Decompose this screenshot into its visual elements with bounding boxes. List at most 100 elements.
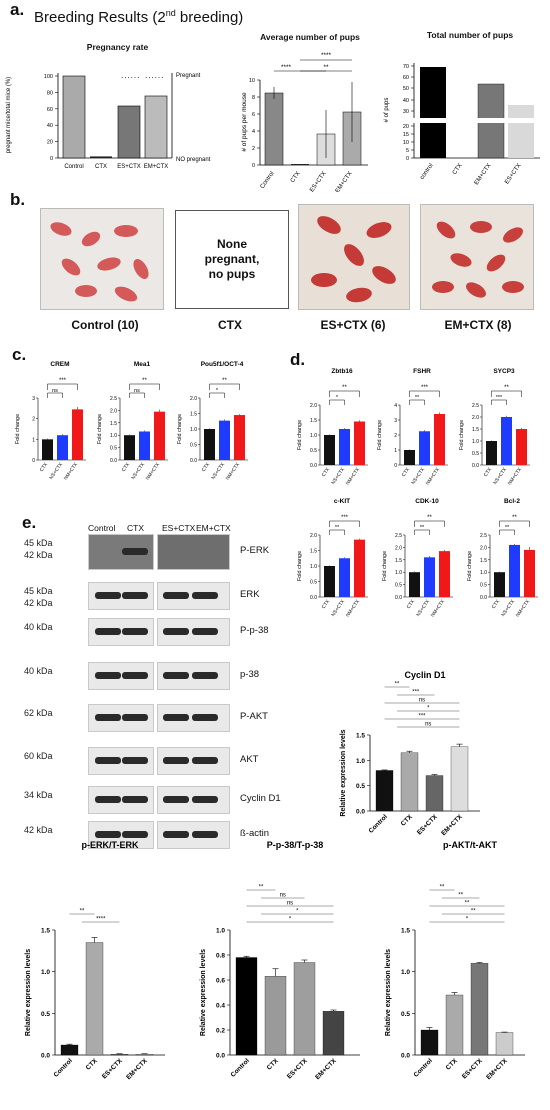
total-xlabel-em: EM+CTX bbox=[474, 163, 493, 185]
gene-sig-bracket-1 bbox=[329, 390, 360, 397]
total-bar-es bbox=[508, 105, 534, 158]
gene-sig-bracket-2 bbox=[329, 399, 345, 405]
gene-ylabel: Fold change bbox=[97, 414, 103, 444]
quant-ytick-label: 0.5 bbox=[401, 1011, 410, 1018]
pups-illustration-em bbox=[432, 221, 524, 298]
gene-ytick-label: 1.0 bbox=[480, 570, 487, 576]
gene-ytick-label: 1.5 bbox=[310, 418, 317, 424]
protein-band bbox=[95, 757, 121, 764]
quant-ytick-label: 1.0 bbox=[41, 969, 50, 976]
total-xlabel-control: control bbox=[419, 163, 434, 181]
gene-bar bbox=[486, 441, 497, 465]
quant-chart-title: p-AKT/t-AKT bbox=[443, 840, 497, 850]
gene-chart-title: Pou5f1/OCT-4 bbox=[201, 361, 244, 368]
gene-bar bbox=[339, 558, 350, 597]
quant-sig-label: ** bbox=[440, 885, 445, 891]
protein-band bbox=[95, 831, 121, 838]
gene-ytick-label: 0.5 bbox=[190, 443, 197, 449]
gene-ytick-label: 0.0 bbox=[480, 595, 487, 601]
blot-right-panel bbox=[157, 534, 230, 570]
protein-band bbox=[122, 757, 148, 764]
gene-bar bbox=[354, 539, 365, 597]
gene-bar bbox=[124, 435, 135, 460]
gene-chart-title: CDK-10 bbox=[415, 498, 439, 505]
gene-sig-bracket-2 bbox=[409, 399, 425, 405]
gene-chart-crem: CREM Fold change 0 1 2 3 CTX NS+CTX NM+CTX ***ns bbox=[15, 361, 86, 481]
pregnancy-ytick-label: 100 bbox=[44, 74, 53, 80]
gene-ylabel: Fold change bbox=[467, 551, 473, 581]
quant-bar bbox=[293, 962, 316, 1056]
quant-sig-label: ** bbox=[395, 682, 400, 688]
gene-ytick-label: 4 bbox=[394, 403, 397, 409]
quant-xlabel: Control bbox=[53, 1057, 74, 1078]
panel-a-letter: a. bbox=[10, 0, 25, 19]
gene-xlabel: CTX bbox=[321, 466, 332, 478]
panel-c-letter: c. bbox=[12, 345, 27, 364]
label-es-ctx: ES+CTX (6) bbox=[320, 318, 386, 332]
pups-ytick-label: 2 bbox=[252, 146, 255, 152]
gene-xlabel: NM+CTX bbox=[345, 598, 362, 618]
kda-marker: 42 kDa bbox=[24, 825, 53, 835]
quant-bar bbox=[85, 942, 104, 1056]
quant-sig-label: ** bbox=[458, 893, 463, 899]
gene-ylabel: Fold change bbox=[377, 420, 383, 450]
gene-bar bbox=[509, 544, 520, 597]
gene-bar bbox=[524, 549, 535, 597]
quant-xlabel: CTX bbox=[445, 1057, 460, 1072]
pups-illustration-control bbox=[50, 222, 149, 302]
pregnancy-ytick-label: 40 bbox=[47, 123, 53, 129]
gene-xlabel: NS+CTX bbox=[130, 461, 146, 481]
protein-band bbox=[122, 672, 148, 679]
gene-chart-title: Bcl-2 bbox=[504, 498, 520, 505]
quant-xlabel: Control bbox=[368, 813, 389, 834]
gene-xlabel: CTX bbox=[321, 598, 332, 610]
gene-sig-bracket-2 bbox=[491, 399, 507, 405]
gene-xlabel: NM+CTX bbox=[430, 598, 447, 618]
gene-xlabel: NS+CTX bbox=[330, 598, 346, 618]
pregnancy-ytick-label: 20 bbox=[47, 140, 53, 146]
pregnancy-right-top: Pregnant bbox=[176, 73, 201, 79]
gene-sig-bracket-1 bbox=[129, 383, 160, 390]
no-pups-line-3: no pups bbox=[208, 267, 256, 281]
gene-ytick-label: 2.0 bbox=[395, 545, 402, 551]
gene-bar bbox=[419, 431, 430, 465]
gene-bar bbox=[409, 572, 420, 597]
gene-chart-pou5f1-oct-4: Pou5f1/OCT-4 Fold change 0.0 0.5 1.0 1.5 2.0 CT… bbox=[177, 361, 248, 481]
gene-xlabel: CTX bbox=[401, 466, 412, 478]
gene-sig-label-1: ** bbox=[142, 378, 147, 384]
gene-bar bbox=[354, 421, 365, 465]
kda-marker: 62 kDa bbox=[24, 708, 53, 718]
quant-ytick-label: 0.0 bbox=[41, 1053, 50, 1060]
total-ytick-label: 5 bbox=[406, 148, 409, 154]
quant-chart-title: P-p-38/T-p-38 bbox=[267, 840, 324, 850]
pups-ytick-label: 10 bbox=[249, 78, 255, 84]
gene-ylabel: Fold change bbox=[459, 420, 465, 450]
quant-ytick-label: 0.0 bbox=[216, 1053, 225, 1060]
quant-bar bbox=[400, 752, 419, 812]
gene-xlabel: CTX bbox=[121, 461, 132, 473]
quant-xlabel: ES+CTX bbox=[461, 1057, 484, 1080]
gene-ytick-label: 1.5 bbox=[190, 412, 197, 418]
quant-ylabel: Relative expression levels bbox=[385, 949, 392, 1036]
gene-bar bbox=[234, 415, 245, 460]
gene-sig-label-2: * bbox=[336, 395, 339, 401]
gene-bar bbox=[42, 439, 53, 460]
protein-band bbox=[95, 628, 121, 635]
gene-ytick-label: 0.5 bbox=[395, 583, 402, 589]
total-bar-control bbox=[420, 67, 446, 158]
quant-ytick-label: 1.5 bbox=[401, 928, 410, 935]
protein-band bbox=[95, 796, 121, 803]
gene-ytick-label: 2.5 bbox=[480, 533, 487, 539]
protein-band bbox=[192, 796, 218, 803]
gene-sig-label-2: * bbox=[216, 388, 219, 394]
pups-chart-title: Average number of pups bbox=[260, 32, 360, 42]
gene-sig-label-2: ns bbox=[52, 388, 58, 394]
panel-e-letter: e. bbox=[22, 513, 37, 532]
gene-sig-label-1: ** bbox=[427, 515, 432, 521]
gene-sig-label-1: *** bbox=[59, 378, 67, 384]
gene-ylabel: Fold change bbox=[177, 414, 183, 444]
gene-chart-title: FSHR bbox=[413, 368, 431, 375]
gene-ytick-label: 0.5 bbox=[110, 446, 117, 452]
gene-bar bbox=[494, 572, 505, 597]
antibody-label: P-p-38 bbox=[240, 625, 269, 636]
